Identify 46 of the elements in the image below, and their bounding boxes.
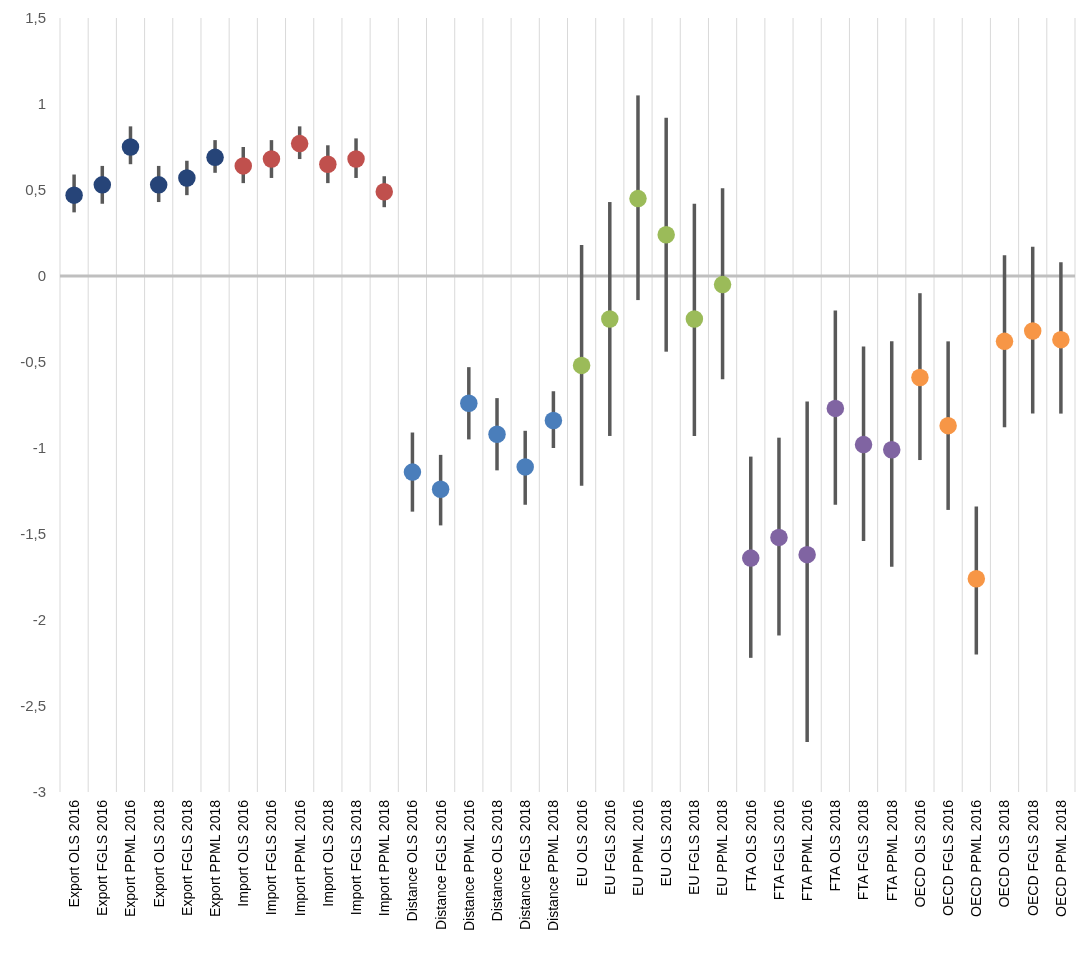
x-tick-label: Distance PPML 2018 [545, 799, 562, 931]
x-tick-label: FTA PPML 2018 [883, 799, 900, 902]
x-tick-label: OECD FGLS 2016 [940, 799, 957, 916]
x-tick-label: Import OLS 2016 [235, 799, 252, 907]
y-tick-label: -3 [32, 783, 46, 801]
x-tick-label: OECD PPML 2016 [968, 799, 985, 917]
y-tick-label: 1,5 [25, 9, 46, 27]
x-tick-label: Export PPML 2018 [206, 799, 223, 917]
x-tick-label: FTA OLS 2018 [827, 799, 844, 892]
x-tick-label: FTA PPML 2016 [799, 799, 816, 902]
x-tick-label: EU PPML 2018 [714, 799, 731, 896]
x-tick-label: OECD OLS 2016 [911, 799, 928, 908]
x-tick-label: Distance OLS 2018 [488, 799, 505, 922]
x-tick-label: EU FGLS 2018 [686, 799, 703, 895]
x-tick-label: Distance OLS 2016 [404, 799, 421, 922]
x-tick-label: OECD FGLS 2018 [1024, 799, 1041, 916]
x-tick-label: EU OLS 2018 [658, 799, 675, 887]
x-tick-label: EU OLS 2016 [573, 799, 590, 887]
x-tick-label: Distance FGLS 2016 [432, 799, 449, 930]
y-tick-label: -2 [32, 611, 46, 629]
y-tick-label: 1 [37, 95, 46, 113]
x-tick-label: Distance PPML 2016 [460, 799, 477, 931]
x-tick-label: FTA FGLS 2016 [770, 799, 787, 901]
x-tick-label: Import PPML 2018 [376, 799, 393, 917]
x-tick-label: Export OLS 2018 [150, 799, 167, 908]
y-tick-label: 0,5 [25, 181, 46, 199]
y-tick-label: -1 [32, 439, 46, 457]
x-tick-label: EU FGLS 2016 [601, 799, 618, 895]
x-tick-label: Import PPML 2016 [291, 799, 308, 917]
x-tick-label: Import FGLS 2016 [263, 799, 280, 916]
x-tick-label: Export OLS 2016 [66, 799, 82, 908]
x-tick-label: OECD PPML 2018 [1052, 799, 1069, 917]
x-tick-label: Export FGLS 2016 [94, 799, 111, 916]
x-tick-label: OECD OLS 2018 [996, 799, 1013, 908]
y-tick-label: -1,5 [20, 525, 46, 543]
y-tick-label: -2,5 [20, 697, 46, 715]
x-tick-label: Export FGLS 2018 [178, 799, 195, 916]
x-tick-label: Export PPML 2016 [122, 799, 139, 917]
x-tick-label: Import OLS 2018 [319, 799, 336, 907]
x-tick-label: EU PPML 2016 [629, 799, 646, 896]
x-tick-label: Import FGLS 2018 [347, 799, 364, 916]
y-tick-label: 0 [37, 267, 46, 285]
x-tick-label: FTA OLS 2016 [742, 799, 759, 892]
x-tick-label: Distance FGLS 2018 [517, 799, 534, 930]
x-tick-label: FTA FGLS 2018 [855, 799, 872, 901]
y-tick-label: -0,5 [20, 353, 46, 371]
